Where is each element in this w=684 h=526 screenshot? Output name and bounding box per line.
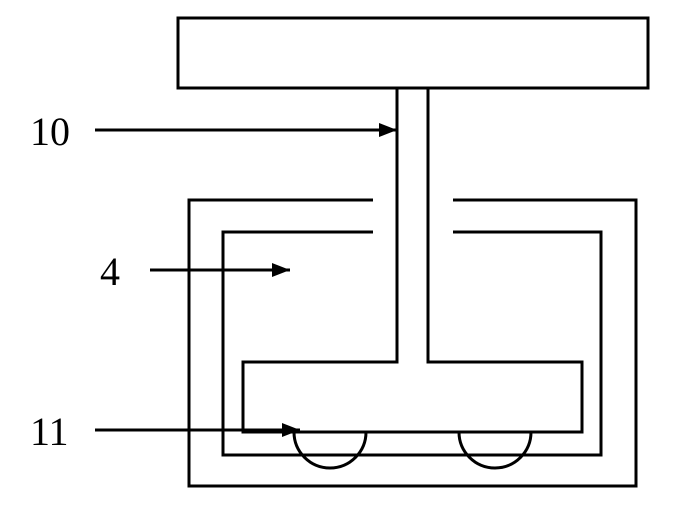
- label-4: 4: [100, 248, 120, 295]
- label-10: 10: [30, 108, 70, 155]
- diagram-container: 10 4 11: [0, 0, 684, 526]
- label-11: 11: [30, 408, 69, 455]
